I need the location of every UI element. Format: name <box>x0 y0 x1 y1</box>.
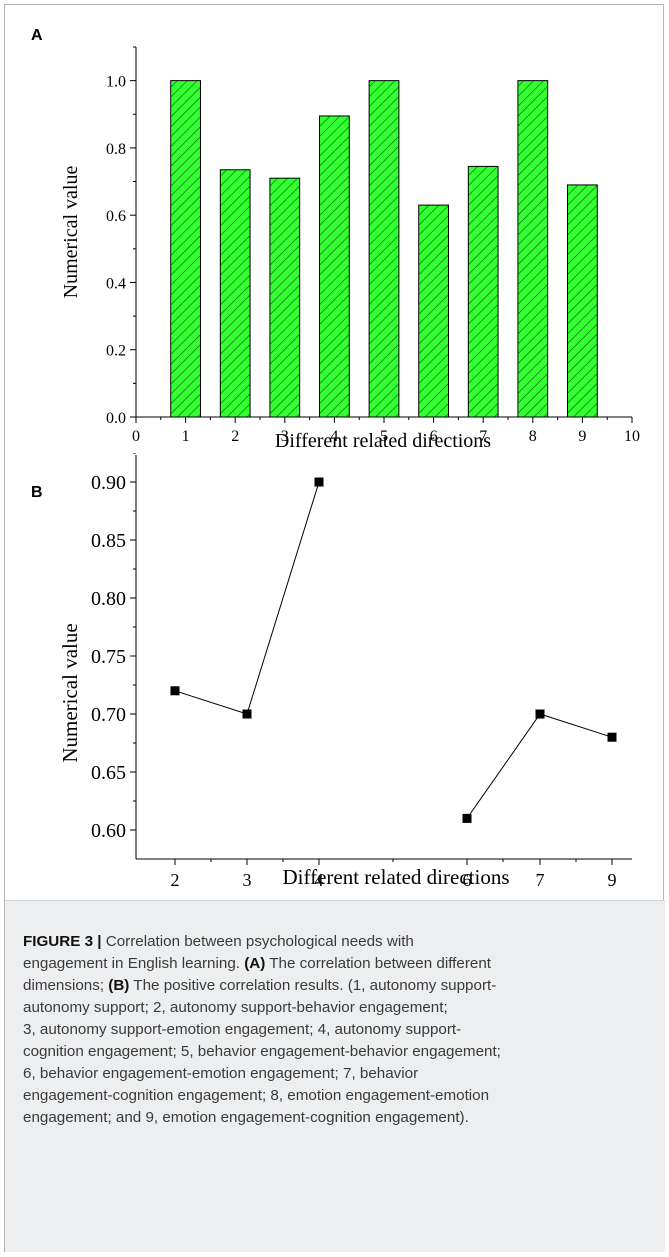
x-tick-label-4: 4 <box>315 870 324 890</box>
x-tick-label-3: 3 <box>281 428 289 445</box>
panel-a-x-axis-label: Different related directions <box>275 430 491 452</box>
y-tick-label-0.4: 0.4 <box>106 275 126 292</box>
bar-1 <box>170 80 201 418</box>
y-tick-label-0.8: 0.8 <box>106 141 126 158</box>
bar-8 <box>517 80 549 418</box>
panel-a-label: A <box>31 27 43 44</box>
y-tick-label-0.2: 0.2 <box>106 343 126 360</box>
series-segment-1 <box>174 481 320 715</box>
y-tick-label-0.75: 0.75 <box>91 646 126 668</box>
y-tick-label-0.90: 0.90 <box>91 472 126 494</box>
x-tick-label-8: 8 <box>529 428 537 445</box>
marker-x6 <box>462 813 472 823</box>
x-tick-label-3: 3 <box>243 870 252 890</box>
bar-7 <box>467 165 499 418</box>
marker-x7 <box>535 709 545 719</box>
y-tick-label-0.70: 0.70 <box>91 704 126 726</box>
panel-b-chart: B 2 3 4 6 7 9 0.60 0.65 0.70 0.75 0.80 0.85 0.90 Di… <box>31 453 632 890</box>
panel-b-y-axis-label: Numerical value <box>58 623 82 762</box>
x-tick-label-9: 9 <box>578 428 586 445</box>
caption-line-1: FIGURE 3 | Correlation between psycholog… <box>23 931 647 953</box>
panel-a-bars <box>170 80 598 418</box>
figure-frame: A 0 1 2 3 4 5 6 7 8 9 10 0.0 0.2 0.4 0.6 0.8 1.0 Differ… <box>4 4 665 1252</box>
bar-4 <box>319 115 350 418</box>
caption-line-8: engagement-cognition engagement; 8, emot… <box>23 1087 490 1104</box>
y-tick-label-0.0: 0.0 <box>106 410 126 427</box>
marker-x9 <box>607 732 617 742</box>
panel-a-x-ticks: 0 1 2 3 4 5 6 7 8 9 10 <box>132 417 640 445</box>
x-tick-label-6: 6 <box>430 428 438 445</box>
caption-text: dimensions; <box>23 977 109 994</box>
x-tick-label-2: 2 <box>171 870 180 890</box>
y-tick-label-0.80: 0.80 <box>91 588 126 610</box>
caption-line-2: engagement in English learning. (A) The … <box>23 953 647 975</box>
caption-text: The correlation between different <box>265 955 492 972</box>
caption-text: engagement in English learning. <box>23 955 245 972</box>
series-segment-2 <box>466 713 613 819</box>
y-tick-label-0.60: 0.60 <box>91 820 126 842</box>
caption-line-6: cognition engagement; 5, behavior engage… <box>23 1043 501 1060</box>
x-tick-label-1: 1 <box>182 428 190 445</box>
figure-caption: FIGURE 3 | Correlation between psycholog… <box>5 900 665 1252</box>
bar-6 <box>418 204 449 418</box>
x-tick-label-6: 6 <box>463 870 472 890</box>
caption-line-5: 3, autonomy support-emotion engagement; … <box>23 1021 462 1038</box>
figure-label: FIGURE 3 | <box>23 933 102 950</box>
panel-b-lines <box>174 481 613 819</box>
x-tick-label-7: 7 <box>479 428 487 445</box>
x-tick-label-0: 0 <box>132 428 140 445</box>
panel-a-y-ticks: 0.0 0.2 0.4 0.6 0.8 1.0 <box>106 46 136 427</box>
caption-panel-a-ref: (A) <box>244 955 266 972</box>
panel-b-markers <box>170 477 617 823</box>
panel-b-x-axis-label: Different related directions <box>282 865 509 889</box>
bar-2 <box>219 169 251 418</box>
bar-9 <box>567 184 598 418</box>
bar-5 <box>368 80 400 418</box>
panel-a-y-axis-label: Numerical value <box>60 166 82 299</box>
y-tick-label-0.6: 0.6 <box>106 208 126 225</box>
y-tick-label-1.0: 1.0 <box>106 74 126 91</box>
bar-3 <box>269 177 301 418</box>
marker-x2 <box>170 686 180 696</box>
panel-b-label: B <box>31 484 43 501</box>
caption-panel-b-ref: (B) <box>108 977 130 994</box>
marker-x3 <box>242 709 252 719</box>
y-tick-label-0.85: 0.85 <box>91 530 126 552</box>
caption-line-4: autonomy support; 2, autonomy support-be… <box>23 999 448 1016</box>
y-tick-label-0.65: 0.65 <box>91 762 126 784</box>
caption-line-3: dimensions; (B) The positive correlation… <box>23 975 647 997</box>
x-tick-label-10: 10 <box>624 428 640 445</box>
caption-text: The positive correlation results. (1, au… <box>129 977 497 994</box>
x-tick-label-4: 4 <box>330 428 338 445</box>
panel-b-x-ticks: 2 3 4 6 7 9 <box>171 859 617 890</box>
caption-line-7: 6, behavior engagement-emotion engagemen… <box>23 1065 419 1082</box>
panel-b-y-ticks: 0.60 0.65 0.70 0.75 0.80 0.85 0.90 <box>91 453 136 842</box>
panel-a-chart: A 0 1 2 3 4 5 6 7 8 9 10 0.0 0.2 0.4 0.6 0.8 1.0 Differ… <box>31 27 640 452</box>
x-tick-label-5: 5 <box>380 428 388 445</box>
marker-x4 <box>314 477 324 487</box>
x-tick-label-9: 9 <box>608 870 617 890</box>
caption-line-9: engagement; and 9, emotion engagement-co… <box>23 1109 469 1126</box>
x-tick-label-2: 2 <box>231 428 239 445</box>
panel-b-axes <box>135 455 632 860</box>
caption-text: Correlation between psychological needs … <box>101 933 414 950</box>
x-tick-label-7: 7 <box>536 870 545 890</box>
